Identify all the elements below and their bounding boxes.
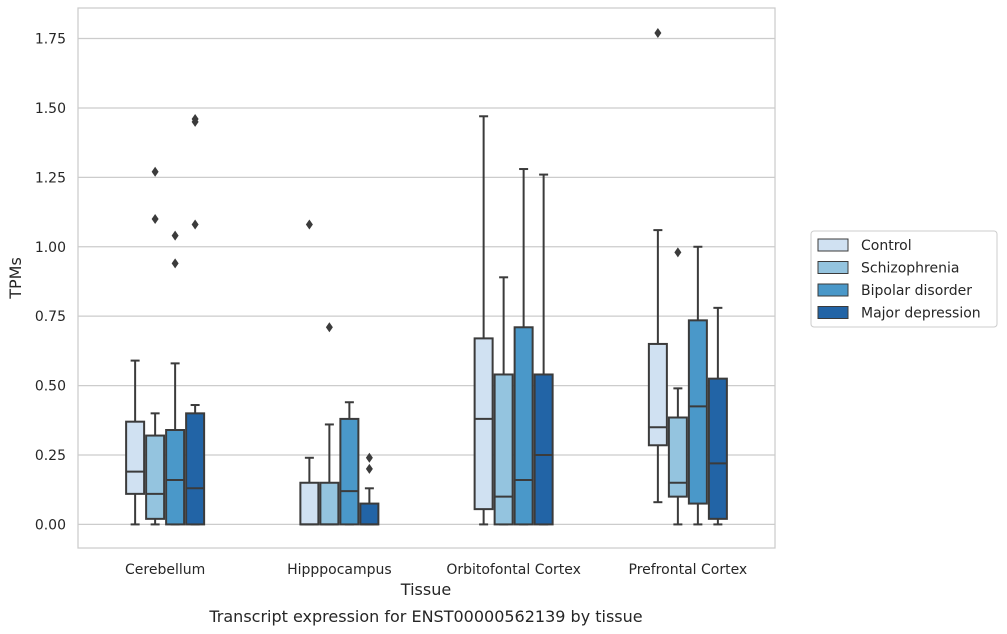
legend-label: Major depression <box>861 306 981 322</box>
legend-item: Bipolar disorder <box>817 283 972 299</box>
box <box>145 434 166 520</box>
series-schizophrenia <box>145 166 688 526</box>
series-major-depression <box>185 114 728 526</box>
y-tick-label: 1.50 <box>35 101 66 117</box>
box-group <box>707 306 728 526</box>
box <box>473 337 494 511</box>
y-tick-label: 0.00 <box>35 517 66 533</box>
chart-caption: Transcript expression for ENST0000056213… <box>208 607 642 626</box>
box <box>667 416 688 498</box>
legend-swatch <box>817 283 849 297</box>
outlier-point <box>171 258 179 269</box>
legend: Control Schizophrenia Bipolar disorder Majo… <box>810 230 998 328</box>
box-group <box>359 452 380 526</box>
box <box>185 412 206 526</box>
box-group <box>185 114 206 526</box>
outlier-point <box>305 219 313 230</box>
box-group <box>493 276 514 526</box>
box-group <box>125 359 146 526</box>
box-group <box>667 247 688 526</box>
legend-label: Control <box>861 238 912 254</box>
box <box>165 429 186 526</box>
box <box>513 326 534 526</box>
box <box>339 417 360 526</box>
series-bipolar-disorder <box>165 168 708 526</box>
legend-swatch <box>817 238 849 252</box>
box <box>299 481 320 526</box>
y-tick-labels: 0.00 0.25 0.50 0.75 1.00 1.25 1.50 1.75 <box>35 32 66 534</box>
x-axis-label: Tissue <box>400 580 451 599</box>
box <box>687 319 708 505</box>
box <box>125 420 146 495</box>
legend-label: Bipolar disorder <box>861 283 972 299</box>
outlier-point <box>191 114 199 125</box>
box-group <box>299 219 320 526</box>
outlier-point <box>654 27 662 38</box>
box-group <box>473 115 494 526</box>
outlier-point <box>151 166 159 177</box>
x-tick-label: Orbitofontal Cortex <box>446 562 581 578</box>
box <box>319 481 340 526</box>
outlier-point <box>191 219 199 230</box>
y-tick-label: 0.25 <box>35 448 66 464</box>
box-group <box>533 173 554 526</box>
box-group <box>647 27 668 504</box>
box-group <box>145 166 166 526</box>
box <box>493 373 514 526</box>
y-tick-label: 1.75 <box>35 32 66 48</box>
x-tick-label: Cerebellum <box>125 562 205 578</box>
legend-swatch <box>817 306 849 319</box>
x-tick-labels: Cerebellum Hipppocampus Orbitofontal Corte… <box>125 562 747 578</box>
outlier-point <box>365 452 373 463</box>
y-axis-label: TPMs <box>6 257 25 300</box>
series-control <box>125 27 668 526</box>
legend-item: Schizophrenia <box>817 261 959 277</box>
box <box>647 342 668 447</box>
outlier-point <box>151 214 159 225</box>
y-tick-label: 0.50 <box>35 379 66 395</box>
box-group <box>687 245 708 526</box>
y-tick-label: 1.00 <box>35 240 66 256</box>
legend-frame <box>810 230 998 328</box>
outlier-point <box>365 463 373 474</box>
box-group <box>165 230 186 526</box>
legend-item: Major depression <box>817 306 981 322</box>
box-group <box>513 168 534 526</box>
y-tick-label: 0.75 <box>35 309 66 325</box>
legend-label: Schizophrenia <box>861 261 959 277</box>
y-tick-label: 1.25 <box>35 170 66 186</box>
x-tick-label: Prefrontal Cortex <box>629 562 748 578</box>
box-group <box>339 401 360 526</box>
x-tick-label: Hipppocampus <box>287 562 392 578</box>
box-series <box>125 27 728 526</box>
outlier-point <box>674 247 682 258</box>
outlier-point <box>325 322 333 333</box>
box <box>533 373 554 526</box>
legend-item: Control <box>817 238 912 254</box>
box-group <box>319 322 340 526</box>
legend-swatch <box>817 261 849 274</box>
box <box>707 377 728 520</box>
box <box>359 502 380 526</box>
outlier-point <box>171 230 179 241</box>
